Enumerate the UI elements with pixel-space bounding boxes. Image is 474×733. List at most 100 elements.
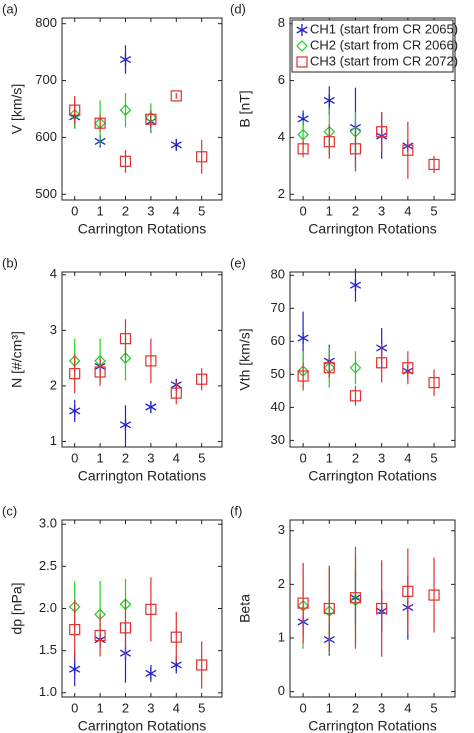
marker-stroke [170,661,182,669]
marker [119,53,132,66]
marker [349,390,362,402]
marker [119,155,132,167]
plot-frame [289,519,456,698]
panel: (d) Carrington Rotations B [nT] 0 1 2 3 4 5 2 4 6 8 [230,1,456,237]
marker [145,603,157,615]
marker [402,362,414,374]
y-tick-label: 0 [278,683,285,698]
panel: (c) Carrington Rotations dp [nPa] 0 1 2 3 4 5 1.0… [2,503,223,733]
x-tick-label: 2 [352,700,359,715]
marker [119,622,132,634]
y-tick-label: 40 [271,399,285,414]
marker [170,138,182,151]
x-tick-label: 1 [96,700,103,715]
y-tick-label: 3 [278,522,285,537]
x-axis-label: Carrington Rotations [308,221,436,237]
x-tick-label: 1 [96,450,103,465]
y-tick-label: 500 [35,186,57,201]
panel-label: (c) [2,503,17,518]
x-tick-label: 3 [378,700,385,715]
marker [297,143,309,155]
x-tick-label: 0 [71,203,78,218]
x-tick-label: 4 [404,203,411,218]
legend-label: CH3 (start from CR 2072) [310,53,458,68]
x-tick-label: 3 [147,203,154,218]
x-tick-label: 4 [173,700,180,715]
panel-label: (f) [230,503,242,518]
y-axis-label: dp [nPa] [9,582,25,634]
marker [94,366,106,378]
marker [94,117,106,129]
x-axis-label: Carrington Rotations [78,221,206,237]
marker [297,597,309,609]
x-tick-label: 2 [122,450,129,465]
y-tick-label: 2.5 [39,558,57,573]
y-tick-label: 700 [35,72,57,87]
x-tick-label: 5 [198,450,205,465]
plot-frame [61,271,223,448]
marker [297,128,309,141]
plot-frame [61,17,223,201]
y-tick-label: 3.0 [39,516,57,531]
x-tick-label: 3 [147,700,154,715]
y-tick-label: 1 [278,629,285,644]
marker [69,104,81,116]
marker [196,373,208,385]
x-axis-label: Carrington Rotations [78,718,206,733]
marker-stroke [119,421,132,429]
marker [296,56,308,68]
panel-label: (a) [2,1,18,16]
legend-label: CH2 (start from CR 2066) [310,37,458,52]
y-tick-label: 4 [50,266,57,281]
panel-label: (b) [2,255,18,270]
x-tick-label: 1 [326,700,333,715]
plot-frame [289,17,456,201]
marker-stroke [69,407,81,415]
y-tick-label: 4 [278,129,285,144]
y-axis-label: Beta [237,594,253,623]
x-tick-label: 2 [352,450,359,465]
marker [297,370,309,382]
marker [196,659,208,671]
y-tick-label: 3 [50,322,57,337]
x-tick-label: 2 [122,700,129,715]
marker [323,136,335,148]
x-tick-label: 0 [71,450,78,465]
x-tick-label: 4 [173,203,180,218]
marker [145,667,157,680]
y-tick-label: 2 [50,377,57,392]
marker [69,623,81,636]
y-tick-label: 1.5 [39,642,57,657]
y-tick-label: 70 [271,300,285,315]
y-tick-label: 80 [271,267,285,282]
marker [323,362,335,374]
y-axis-label: V [km/s] [9,84,25,135]
panel: (f) Carrington Rotations Beta 0 1 2 3 4 5 0 1 2 3 [230,503,456,733]
marker [170,387,182,399]
x-tick-label: 1 [326,203,333,218]
marker-stroke [297,334,309,342]
marker-stroke [349,281,362,289]
marker [145,401,157,413]
marker [376,126,388,138]
marker-stroke [145,669,157,677]
marker-stroke [297,115,309,123]
marker [170,631,182,643]
marker [349,361,362,374]
y-tick-label: 1.0 [39,684,57,699]
marker [349,592,362,604]
y-tick-label: 50 [271,366,285,381]
marker [297,332,309,345]
y-tick-label: 1 [50,433,57,448]
marker [170,90,182,102]
x-tick-label: 0 [299,450,306,465]
marker [349,279,362,292]
marker [119,104,132,116]
marker [402,144,414,156]
panel-label: (d) [230,1,246,16]
x-tick-label: 5 [198,700,205,715]
marker-stroke [119,55,132,64]
marker [119,352,132,364]
x-tick-label: 5 [430,450,437,465]
